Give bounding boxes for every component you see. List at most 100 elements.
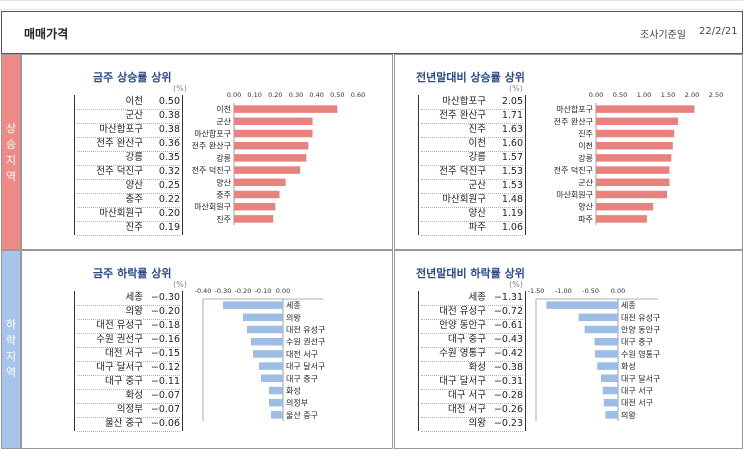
x-tick-label: -0.50 xyxy=(582,287,599,295)
bar xyxy=(269,398,283,407)
rate-value: 2.05 xyxy=(501,96,523,107)
bar xyxy=(596,129,675,138)
bar xyxy=(234,215,274,223)
rate-value: −0.28 xyxy=(493,390,523,401)
bar xyxy=(596,166,670,174)
region-name: 전주 완산구 xyxy=(439,110,486,121)
table-row: 대전 유성구 −0.72 xyxy=(421,305,523,320)
category-label: 세종 xyxy=(621,301,636,310)
region-name: 진주 xyxy=(125,222,143,233)
rate-value: 1.48 xyxy=(501,194,523,205)
bar xyxy=(234,178,286,187)
region-name: 의왕 xyxy=(468,418,486,429)
category-label: 의정부 xyxy=(286,398,308,408)
chart-title: 전년말대비 상승률 상위 xyxy=(416,71,525,84)
region-name: 수원 권선구 xyxy=(96,334,143,345)
table-row: 의정부 −0.07 xyxy=(77,403,180,418)
bar xyxy=(271,411,283,419)
table-row: 안양 동안구 −0.61 xyxy=(421,319,523,334)
weekly-rise-panel: 금주 상승률 상위 (%) 이천 0.50 군산 0.38 마산합포구 0.38 전주 완산구 0… xyxy=(21,54,393,250)
category-label: 화성 xyxy=(621,362,636,371)
x-tick-label: 0.60 xyxy=(351,91,365,99)
category-label: 마산회원구 xyxy=(194,202,231,212)
region-name: 군산 xyxy=(468,180,486,191)
table-row: 세종 −1.31 xyxy=(421,291,523,306)
chart-title: 금주 하락률 상위 xyxy=(93,267,172,280)
category-label: 대구 달서구 xyxy=(286,362,325,371)
category-label: 대구 서구 xyxy=(621,386,653,395)
rate-value: −0.20 xyxy=(150,306,180,317)
category-label: 화성 xyxy=(286,386,301,395)
weekly-fall-panel: 금주 하락률 상위 (%) 세종 −0.30 의왕 −0.20 대전 유성구 −0.18 수원 … xyxy=(21,250,393,449)
rate-value: 1.71 xyxy=(501,110,523,121)
bar xyxy=(596,141,673,150)
rate-value: −0.26 xyxy=(493,404,523,415)
bar xyxy=(603,398,618,407)
rate-value: −1.31 xyxy=(493,292,523,303)
x-tick-label: 0.00 xyxy=(276,287,290,295)
page-title: 매매가격 xyxy=(24,27,69,41)
x-tick-label: 0.10 xyxy=(247,91,261,99)
bar xyxy=(243,313,283,322)
category-label: 군산 xyxy=(578,177,593,187)
category-label: 파주 xyxy=(578,215,593,224)
table-row: 양산 0.25 xyxy=(77,179,180,194)
table-row: 강릉 0.35 xyxy=(77,151,180,166)
table-row: 파주 1.06 xyxy=(421,221,523,236)
bar xyxy=(596,202,654,211)
rate-value: 1.63 xyxy=(501,124,523,135)
ytd-rise-panel: 전년말대비 상승률 상위 (%) 마산합포구 2.05 전주 완산구 1.71 진주 1.63… xyxy=(394,54,743,250)
region-name: 화성 xyxy=(468,362,486,373)
x-tick-label: -0.20 xyxy=(235,287,252,295)
table-row: 대전 서구 −0.26 xyxy=(421,403,523,418)
table-row: 화성 −0.38 xyxy=(421,361,523,376)
category-label: 군산 xyxy=(216,116,231,126)
x-tick-label: -0.30 xyxy=(215,287,232,295)
rate-value: −0.31 xyxy=(493,376,523,387)
x-tick-label: -1.00 xyxy=(555,287,572,295)
category-label: 전주 완산구 xyxy=(192,141,231,151)
bar xyxy=(605,411,618,419)
table-row: 의왕 −0.20 xyxy=(77,305,180,320)
rate-value: −0.15 xyxy=(150,348,180,359)
region-name: 대전 서구 xyxy=(105,348,143,359)
table-row: 전주 덕진구 0.32 xyxy=(77,165,180,180)
unit-label: (%) xyxy=(509,280,523,289)
bar xyxy=(269,386,283,395)
region-name: 대전 유성구 xyxy=(96,320,143,331)
region-name: 대구 달서구 xyxy=(96,362,143,373)
region-name: 대구 달서구 xyxy=(439,376,486,387)
bar xyxy=(596,178,670,187)
region-name: 마산회원구 xyxy=(442,194,486,205)
region-name: 안양 동안구 xyxy=(439,320,486,331)
category-label: 이천 xyxy=(216,104,231,114)
rate-value: −0.16 xyxy=(150,334,180,345)
header-bar: 매매가격 조사기준일 22/2/21 xyxy=(1,11,743,54)
bar xyxy=(234,105,338,113)
rate-value: 0.36 xyxy=(158,138,180,149)
region-name: 진주 xyxy=(468,124,486,135)
rate-value: −0.38 xyxy=(493,362,523,373)
ytd-fall-panel: 전년말대비 하락률 상위 (%) 세종 −1.31 대전 유성구 −0.72 안양 동안구 −… xyxy=(394,250,743,449)
survey-date-label: 조사기준일 xyxy=(640,30,686,41)
region-name: 대전 서구 xyxy=(448,404,486,415)
rate-value: 1.60 xyxy=(501,138,523,149)
x-tick-label: 2.50 xyxy=(709,91,723,99)
bar xyxy=(234,166,301,174)
rate-value: −0.06 xyxy=(150,418,180,429)
category-label: 양산 xyxy=(578,202,593,212)
category-label: 양산 xyxy=(216,177,231,187)
rate-value: 1.06 xyxy=(501,222,523,233)
table-row: 대구 중구 −0.43 xyxy=(421,333,523,348)
bar xyxy=(596,215,647,223)
table-row: 마산합포구 0.38 xyxy=(77,123,180,138)
rate-value: 1.53 xyxy=(501,180,523,191)
bar xyxy=(247,325,283,334)
table-row: 세종 −0.30 xyxy=(77,291,180,306)
bar xyxy=(234,202,276,211)
region-name: 전주 덕진구 xyxy=(439,166,486,177)
x-tick-label: 2.00 xyxy=(685,91,699,99)
